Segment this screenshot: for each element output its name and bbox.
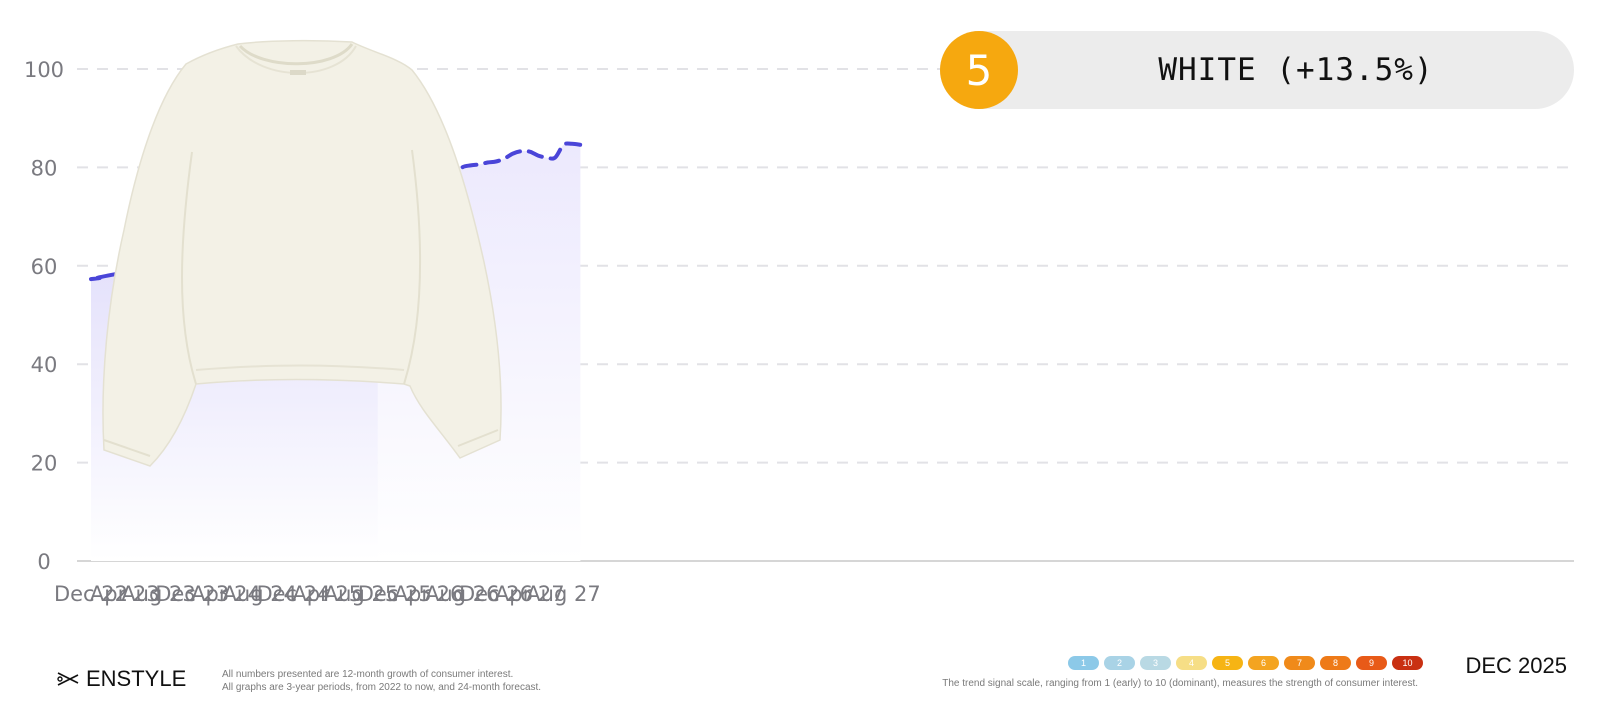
white-sweater-image (102, 39, 502, 467)
x-tick-label: Aug 23 (121, 582, 195, 606)
scale-level-4: 4 (1176, 656, 1207, 670)
x-tick-label: Aug 25 (324, 582, 398, 606)
report-date: DEC 2025 (1465, 653, 1567, 678)
x-tick-label: Dec 22 (54, 582, 128, 606)
footer-note-line-1: All numbers presented are 12-month growt… (222, 669, 514, 680)
footer-notes: All numbers presented are 12-month growt… (222, 668, 541, 694)
x-tick-label: Apr 23 (90, 582, 160, 606)
y-axis-ticks: 0 20 40 60 80 100 (24, 58, 64, 574)
footer-note-line-2: All graphs are 3-year periods, from 2022… (222, 682, 542, 693)
y-tick-label: 60 (31, 255, 58, 279)
y-tick-label: 40 (31, 353, 58, 377)
trend-badge: 5 WHITE (+13.5%) (940, 31, 1574, 109)
brand-name: ENSTYLE (86, 666, 187, 691)
trend-rank-circle: 5 (940, 31, 1018, 109)
y-tick-label: 100 (24, 58, 64, 82)
brand-logo: ENSTYLE (56, 664, 186, 694)
x-tick-label: Dec 26 (459, 582, 533, 606)
y-tick-label: 20 (31, 452, 58, 476)
scale-level-9: 9 (1356, 656, 1387, 670)
x-tick-label: Apr 27 (495, 582, 565, 606)
scale-level-8: 8 (1320, 656, 1351, 670)
scale-level-1: 1 (1068, 656, 1099, 670)
trend-label: WHITE (+13.5%) (1158, 52, 1434, 88)
scale-level-6: 6 (1248, 656, 1279, 670)
scale-level-5: 5 (1212, 656, 1243, 670)
scissors-icon (57, 672, 79, 686)
x-tick-label: Aug 27 (526, 582, 600, 606)
x-tick-label: Apr 25 (292, 582, 362, 606)
x-tick-label: Aug 26 (425, 582, 499, 606)
x-tick-label: Apr 24 (191, 582, 261, 606)
x-tick-label: Dec 24 (256, 582, 330, 606)
x-tick-label: Dec 23 (155, 582, 229, 606)
y-tick-label: 0 (37, 550, 50, 574)
scale-level-7: 7 (1284, 656, 1315, 670)
x-tick-label: Dec 25 (358, 582, 432, 606)
scale-caption: The trend signal scale, ranging from 1 (… (942, 678, 1418, 689)
y-tick-label: 80 (31, 156, 58, 180)
scale-level-3: 3 (1140, 656, 1171, 670)
scale-level-10: 10 (1392, 656, 1423, 670)
x-tick-label: Aug 24 (223, 582, 297, 606)
scale-level-2: 2 (1104, 656, 1135, 670)
x-tick-label: Apr 26 (394, 582, 464, 606)
trend-signal-scale: 1 2 3 4 5 6 7 8 9 10 (1068, 656, 1423, 670)
